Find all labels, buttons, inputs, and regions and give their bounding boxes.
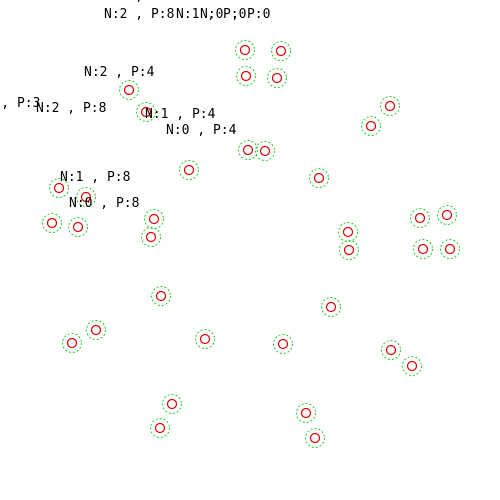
inner-circle bbox=[365, 120, 377, 132]
outer-circle bbox=[144, 209, 164, 229]
inner-circle bbox=[80, 191, 92, 203]
outer-circle bbox=[151, 286, 171, 306]
outer-circle bbox=[179, 160, 199, 180]
point-label: N:2 , P:0 bbox=[104, 0, 174, 4]
inner-circle bbox=[406, 360, 418, 372]
point-label: N:1 , P:8 bbox=[60, 170, 130, 185]
outer-circle bbox=[235, 40, 255, 60]
outer-circle bbox=[321, 297, 341, 317]
point-label: N:0 , P:8 bbox=[69, 196, 139, 211]
point-label: N:1 , P:0 bbox=[176, 7, 246, 22]
inner-circle bbox=[275, 45, 287, 57]
inner-circle bbox=[155, 290, 167, 302]
outer-circle bbox=[271, 41, 291, 61]
outer-circle bbox=[410, 208, 430, 228]
outer-circle bbox=[136, 102, 156, 122]
outer-circle bbox=[381, 340, 401, 360]
point-label: N:2 , P:4 bbox=[84, 65, 155, 80]
inner-circle bbox=[444, 243, 456, 255]
inner-circle bbox=[309, 432, 321, 444]
point-label: N:2 , P:3 bbox=[0, 96, 40, 111]
inner-circle bbox=[325, 301, 337, 313]
inner-circle bbox=[53, 182, 65, 194]
outer-circle bbox=[236, 66, 256, 86]
inner-circle bbox=[148, 213, 160, 225]
outer-circle bbox=[437, 205, 457, 225]
outer-circle bbox=[380, 96, 400, 116]
outer-circle bbox=[86, 320, 106, 340]
inner-circle bbox=[154, 422, 166, 434]
inner-circle bbox=[271, 72, 283, 84]
inner-circle bbox=[385, 344, 397, 356]
inner-circle bbox=[46, 217, 58, 229]
outer-circle bbox=[150, 418, 170, 438]
inner-circle bbox=[414, 212, 426, 224]
outer-circle bbox=[42, 213, 62, 233]
outer-circle bbox=[273, 334, 293, 354]
inner-circle bbox=[300, 407, 312, 419]
outer-circle bbox=[402, 356, 422, 376]
inner-circle bbox=[313, 172, 325, 184]
inner-circle bbox=[166, 398, 178, 410]
point-label: N:1 , P:4 bbox=[145, 107, 216, 122]
outer-circle bbox=[76, 187, 96, 207]
outer-circle bbox=[440, 239, 460, 259]
point-label: N:2 , P:8 bbox=[104, 7, 174, 22]
point-label: N:2 , P:8 bbox=[36, 101, 106, 116]
inner-circle bbox=[277, 338, 289, 350]
labels: N:2 , P:0 N:2 , P:8 N:1 , P:0 N:0 , P:0 … bbox=[0, 0, 270, 211]
points bbox=[42, 40, 460, 448]
outer-circle bbox=[361, 116, 381, 136]
outer-circle bbox=[238, 140, 258, 160]
outer-circle bbox=[413, 239, 433, 259]
inner-circle bbox=[342, 226, 354, 238]
inner-circle bbox=[140, 106, 152, 118]
inner-circle bbox=[66, 337, 78, 349]
outer-circle bbox=[296, 403, 316, 423]
outer-circle bbox=[255, 141, 275, 161]
inner-circle bbox=[240, 70, 252, 82]
outer-circle bbox=[267, 68, 287, 88]
point-label: N:0 , P:0 bbox=[200, 7, 270, 22]
outer-circle bbox=[162, 394, 182, 414]
outer-circle bbox=[49, 178, 69, 198]
inner-circle bbox=[90, 324, 102, 336]
inner-circle bbox=[123, 84, 135, 96]
inner-circle bbox=[72, 221, 84, 233]
inner-circle bbox=[242, 144, 254, 156]
point-label: N:0 , P:4 bbox=[166, 123, 237, 138]
outer-circle bbox=[68, 217, 88, 237]
inner-circle bbox=[145, 231, 157, 243]
inner-circle bbox=[417, 243, 429, 255]
outer-circle bbox=[309, 168, 329, 188]
inner-circle bbox=[183, 164, 195, 176]
outer-circle bbox=[62, 333, 82, 353]
outer-circle bbox=[141, 227, 161, 247]
inner-circle bbox=[343, 244, 355, 256]
outer-circle bbox=[195, 329, 215, 349]
inner-circle bbox=[199, 333, 211, 345]
inner-circle bbox=[441, 209, 453, 221]
inner-circle bbox=[384, 100, 396, 112]
outer-circle bbox=[338, 222, 358, 242]
inner-circle bbox=[259, 145, 271, 157]
outer-circle bbox=[119, 80, 139, 100]
outer-circle bbox=[305, 428, 325, 448]
outer-circle bbox=[339, 240, 359, 260]
inner-circle bbox=[239, 44, 251, 56]
